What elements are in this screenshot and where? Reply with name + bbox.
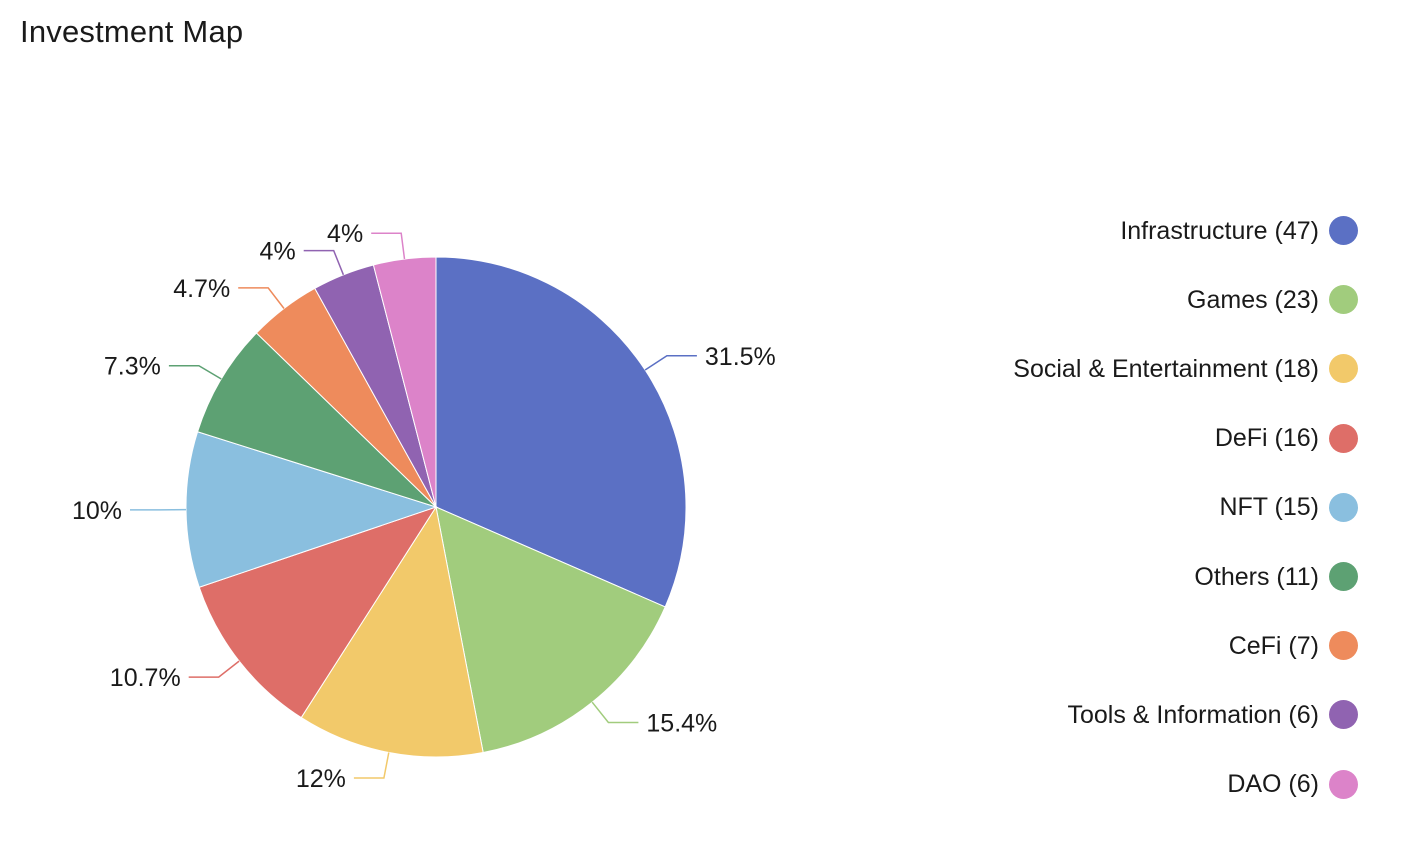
pie-slice-nft[interactable]	[185, 431, 438, 588]
leader-line-infrastructure	[644, 355, 697, 371]
legend-item-games[interactable]: Games (23)	[1187, 265, 1358, 334]
slice-label-infrastructure: 31.5%	[705, 343, 776, 371]
legend-label: DAO (6)	[1227, 770, 1319, 799]
legend-swatch	[1329, 700, 1358, 730]
slice-label-others: 7.3%	[104, 353, 161, 381]
slice-label-tools-and-information: 4%	[260, 238, 296, 266]
pie-slice-dao[interactable]	[372, 256, 437, 508]
slice-label-defi: 10.7%	[110, 664, 181, 692]
slice-label-dao: 4%	[327, 220, 363, 248]
pie-slices	[185, 256, 687, 758]
slice-label-games: 15.4%	[646, 710, 717, 738]
leader-line-games	[591, 701, 639, 724]
legend-label: Others (11)	[1194, 562, 1319, 591]
leader-line-cefi	[238, 287, 285, 309]
legend-swatch	[1329, 492, 1358, 522]
legend-swatch	[1329, 769, 1358, 799]
leader-line-others	[168, 364, 222, 380]
slice-label-social-and-entertainment: 12%	[296, 765, 346, 793]
slice-label-nft: 10%	[72, 497, 122, 525]
legend-item-defi[interactable]: DeFi (16)	[1215, 404, 1358, 473]
chart-legend: Infrastructure (47) Games (23) Social & En…	[1013, 196, 1358, 819]
pie-slice-games[interactable]	[435, 506, 666, 754]
legend-label: NFT (15)	[1219, 493, 1319, 522]
page-title: Investment Map	[20, 14, 244, 49]
legend-label: CeFi (7)	[1228, 631, 1319, 660]
legend-item-others[interactable]: Others (11)	[1194, 542, 1358, 611]
legend-swatch	[1329, 423, 1358, 453]
pie-slice-others[interactable]	[196, 332, 437, 508]
leader-line-defi	[188, 660, 240, 678]
leader-line-dao	[371, 232, 406, 260]
legend-label: DeFi (16)	[1214, 424, 1319, 453]
pie-labels: 31.5% 15.4% 12% 10.7% 10% 7.3% 4.7% 4% 4%	[72, 220, 776, 793]
legend-label: Social & Entertainment (18)	[1013, 354, 1319, 383]
pie-slice-defi[interactable]	[198, 506, 438, 719]
legend-item-nft[interactable]: NFT (15)	[1219, 473, 1358, 542]
legend-swatch	[1329, 285, 1358, 315]
legend-swatch	[1329, 562, 1358, 592]
legend-item-social-and-entertainment[interactable]: Social & Entertainment (18)	[1013, 334, 1358, 403]
legend-swatch	[1329, 216, 1358, 246]
legend-item-cefi[interactable]: CeFi (7)	[1229, 611, 1358, 680]
legend-item-infrastructure[interactable]: Infrastructure (47)	[1120, 196, 1358, 265]
slice-label-cefi: 4.7%	[173, 275, 230, 303]
legend-item-tools-and-information[interactable]: Tools & Information (6)	[1067, 680, 1358, 749]
legend-label: Infrastructure (47)	[1120, 216, 1319, 245]
legend-swatch	[1329, 354, 1358, 384]
legend-label: Games (23)	[1187, 285, 1319, 314]
leader-line-social-and-entertainment	[353, 752, 390, 779]
leader-line-tools-and-information	[303, 249, 345, 276]
legend-swatch	[1329, 631, 1358, 661]
pie-slice-social-and-entertainment[interactable]	[300, 505, 484, 758]
legend-label: Tools & Information (6)	[1067, 700, 1320, 729]
legend-item-dao[interactable]: DAO (6)	[1227, 750, 1358, 819]
